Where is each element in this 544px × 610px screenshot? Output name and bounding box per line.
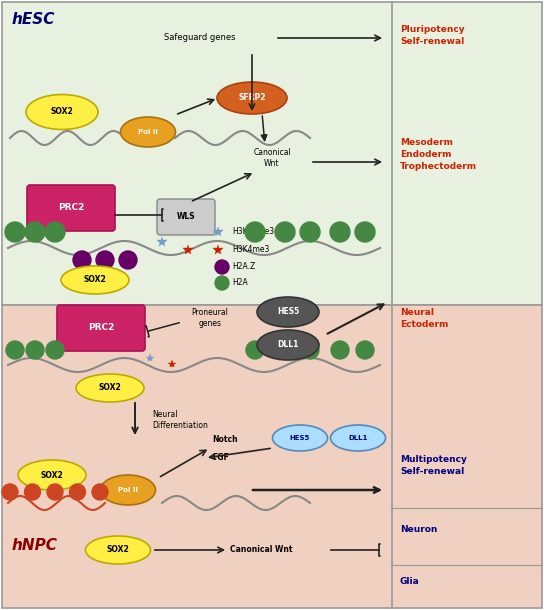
Text: SFRP2: SFRP2 [238,93,266,102]
Text: PRC2: PRC2 [58,204,84,212]
Circle shape [246,341,264,359]
Text: SOX2: SOX2 [51,107,73,117]
Text: SOX2: SOX2 [98,384,121,392]
Text: Pluripotency
Self-renewal: Pluripotency Self-renewal [400,25,465,46]
Ellipse shape [273,425,327,451]
Text: Pol II: Pol II [118,487,138,493]
Text: Notch: Notch [212,436,238,445]
Circle shape [301,341,319,359]
Ellipse shape [61,266,129,294]
Circle shape [24,484,40,500]
Circle shape [26,341,44,359]
Ellipse shape [76,374,144,402]
Bar [2,305,542,608]
Text: H2A: H2A [232,279,248,287]
Text: Pol II: Pol II [138,129,158,135]
Ellipse shape [101,475,156,505]
Bar [2,2,542,305]
Circle shape [215,276,229,290]
Text: HES5: HES5 [277,307,299,317]
FancyBboxPatch shape [27,185,115,231]
Circle shape [45,222,65,242]
Text: Mesoderm
Endoderm
Trophectoderm: Mesoderm Endoderm Trophectoderm [400,138,477,171]
Circle shape [300,222,320,242]
Circle shape [5,222,25,242]
Text: hNPC: hNPC [12,538,58,553]
Text: Canonical
Wnt: Canonical Wnt [253,148,291,168]
Circle shape [2,484,18,500]
Ellipse shape [217,82,287,114]
Text: PRC2: PRC2 [88,323,114,332]
Text: Neural
Differentiation: Neural Differentiation [152,411,208,429]
Circle shape [330,222,350,242]
Circle shape [245,222,265,242]
Circle shape [331,341,349,359]
Circle shape [275,222,295,242]
Circle shape [46,341,64,359]
Text: SOX2: SOX2 [84,276,107,284]
Circle shape [356,341,374,359]
Ellipse shape [85,536,151,564]
Text: Neuron: Neuron [400,525,437,534]
Text: H3K4me3: H3K4me3 [232,245,269,254]
Ellipse shape [26,95,98,129]
Text: FGF: FGF [212,453,228,462]
Text: Neural
Ectoderm: Neural Ectoderm [400,308,448,329]
Text: Canonical Wnt: Canonical Wnt [230,545,293,554]
Ellipse shape [331,425,386,451]
Ellipse shape [18,460,86,490]
Text: SOX2: SOX2 [107,545,129,554]
Text: DLL1: DLL1 [277,340,299,350]
Text: hESC: hESC [12,12,55,27]
Ellipse shape [257,330,319,360]
Circle shape [119,251,137,269]
Circle shape [25,222,45,242]
Circle shape [215,260,229,274]
Circle shape [96,251,114,269]
Text: H3K27me3: H3K27me3 [232,228,274,237]
FancyBboxPatch shape [157,199,215,235]
Ellipse shape [121,117,176,147]
Circle shape [355,222,375,242]
Text: Safeguard genes: Safeguard genes [164,34,236,43]
Circle shape [92,484,108,500]
Text: HES5: HES5 [290,435,310,441]
Text: WLS: WLS [177,212,195,221]
Circle shape [73,251,91,269]
Circle shape [276,341,294,359]
Text: Proneural
genes: Proneural genes [191,308,228,328]
Circle shape [47,484,63,500]
Circle shape [70,484,85,500]
Text: Multipotency
Self-renewal: Multipotency Self-renewal [400,455,467,476]
Text: H2A.Z: H2A.Z [232,262,255,271]
FancyBboxPatch shape [57,305,145,351]
Circle shape [6,341,24,359]
Text: DLL1: DLL1 [348,435,368,441]
Text: Glia: Glia [400,578,420,586]
Ellipse shape [257,297,319,327]
Text: SOX2: SOX2 [41,470,63,479]
